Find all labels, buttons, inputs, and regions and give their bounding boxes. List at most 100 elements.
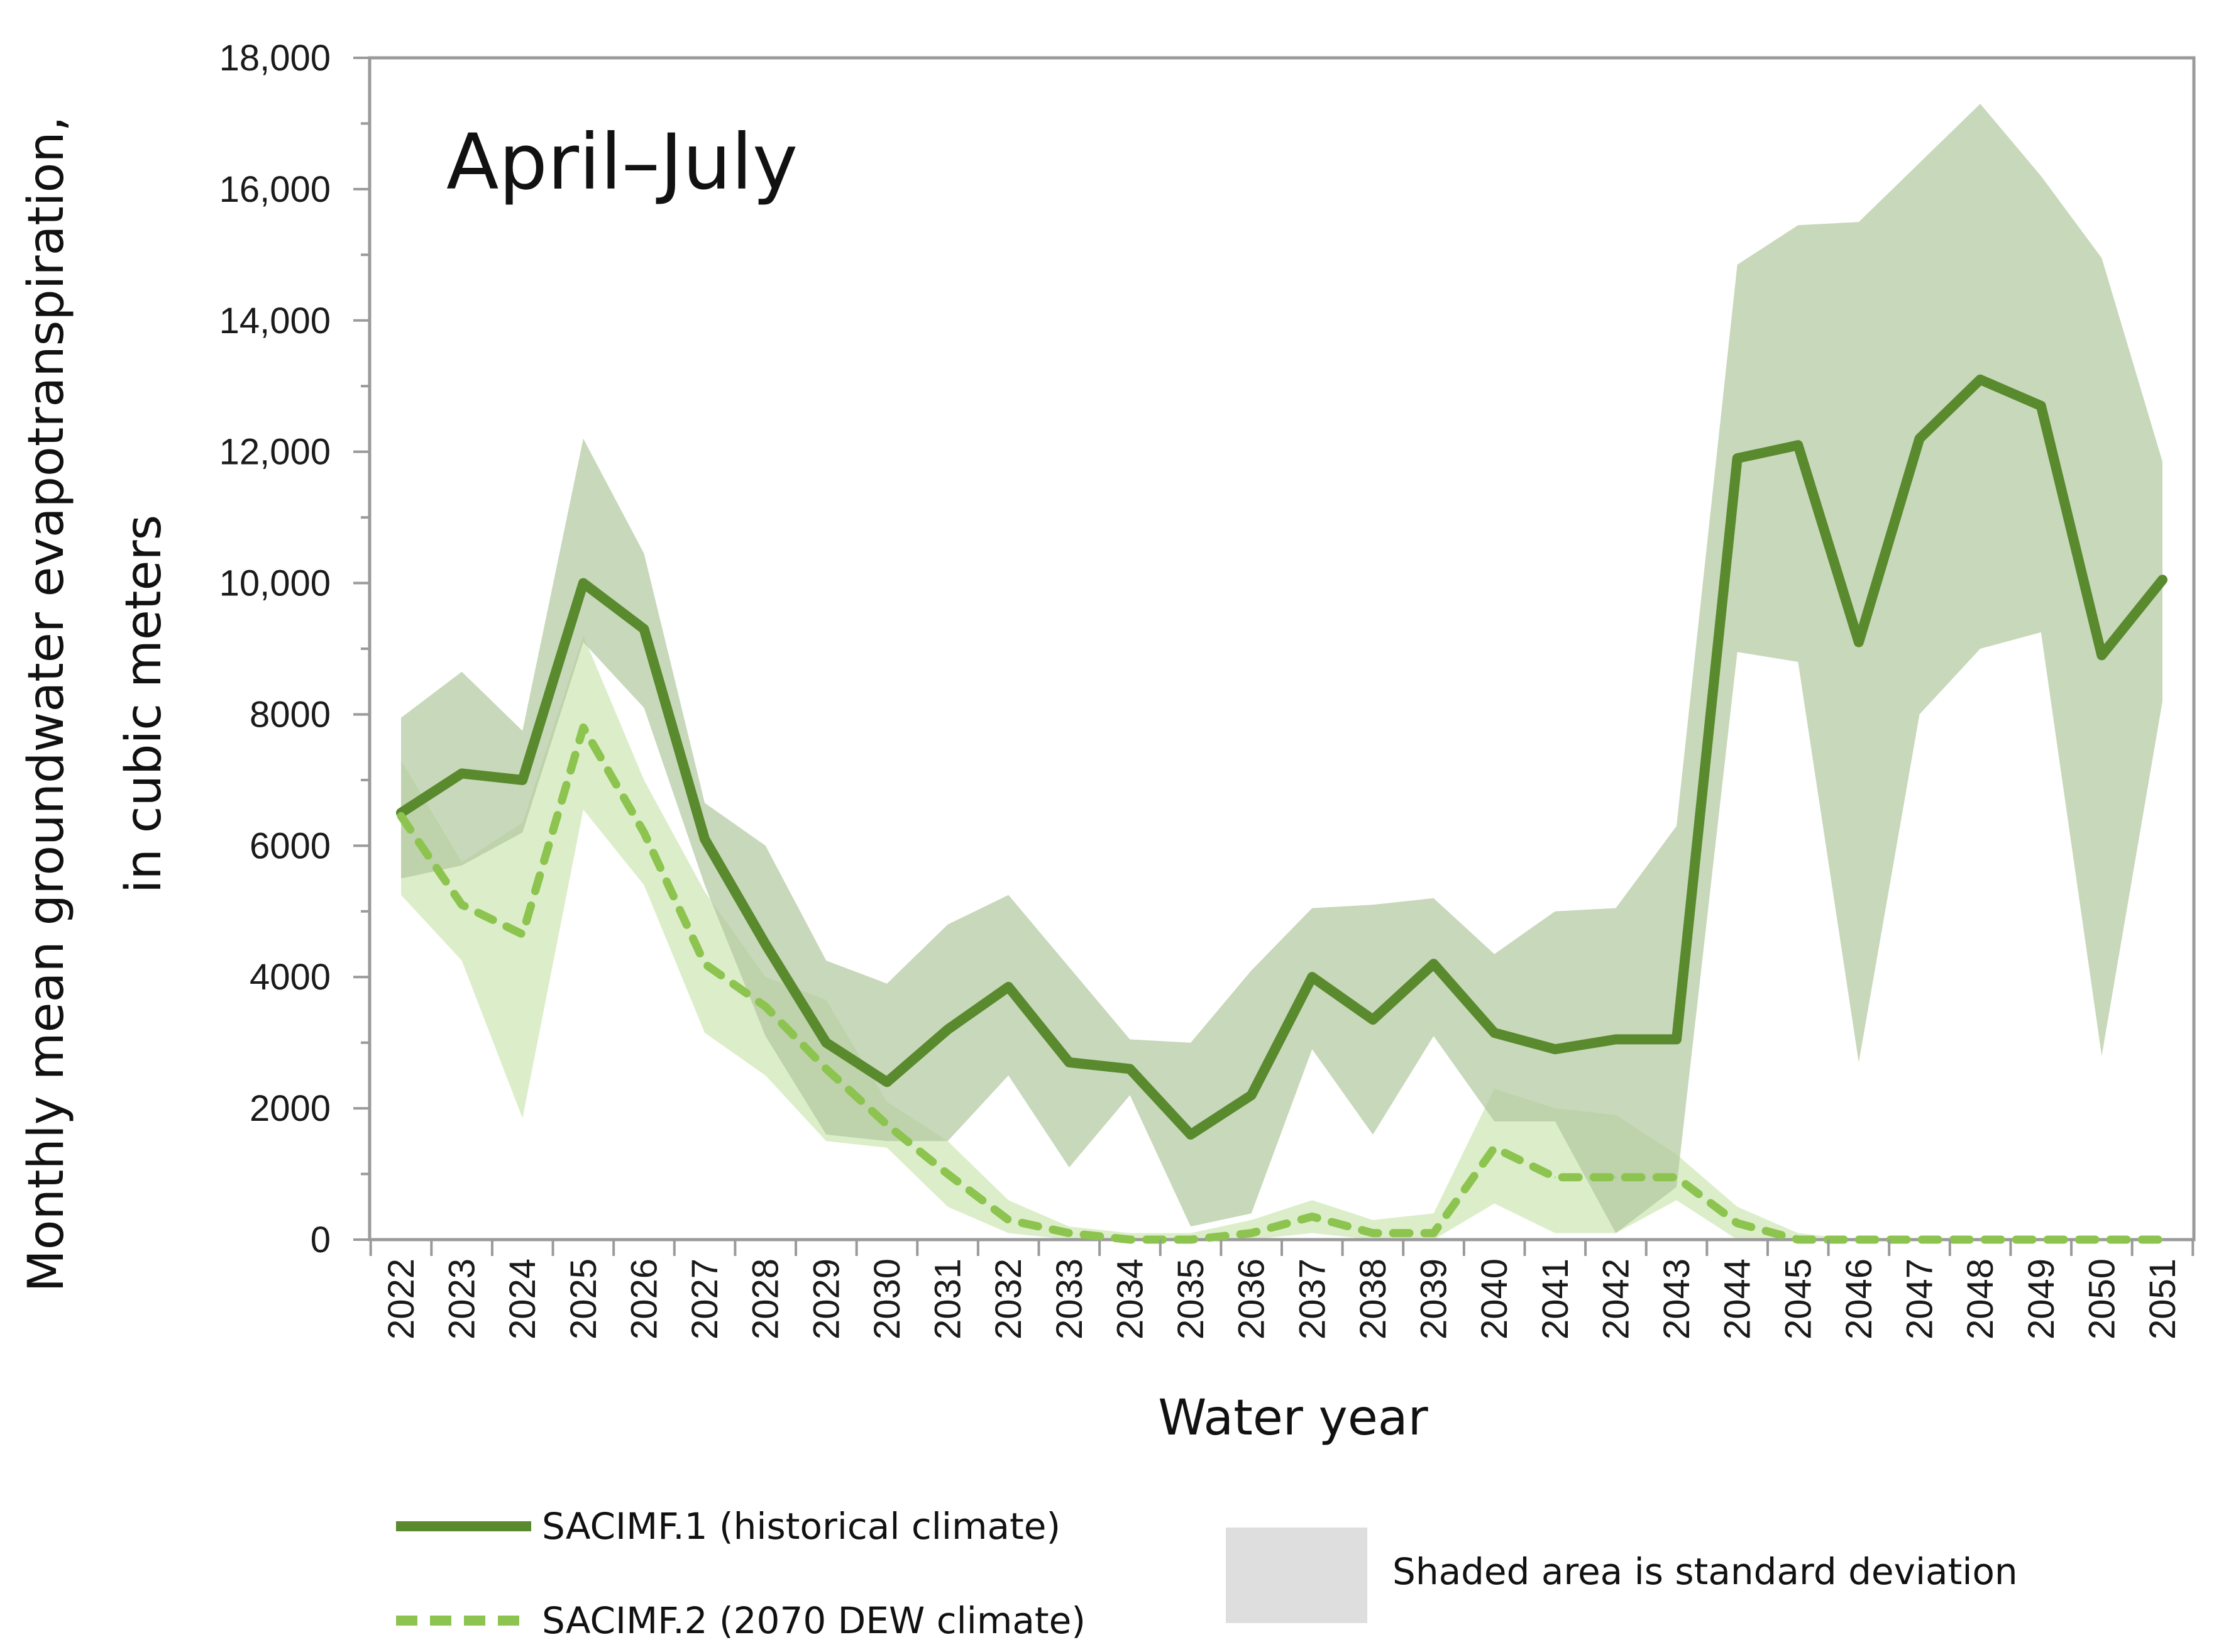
x-tick-label: 2044 (1717, 1258, 1758, 1340)
point-dew (1190, 1239, 1192, 1240)
x-tick-label: 2034 (1110, 1258, 1150, 1340)
x-tick-label: 2036 (1231, 1258, 1272, 1340)
point-historical (704, 838, 706, 840)
y-tick-label: 0 (311, 1220, 331, 1260)
y-tick-label: 8000 (250, 694, 331, 735)
point-historical (1676, 1038, 1678, 1040)
x-tick-label: 2038 (1353, 1258, 1394, 1340)
point-dew (1129, 1239, 1131, 1240)
x-tick-label: 2040 (1474, 1258, 1515, 1340)
legend-label-dew: SACIMF.2 (2070 DEW climate) (542, 1599, 1086, 1642)
y-tick-label: 18,000 (219, 38, 331, 79)
point-historical (1250, 1094, 1252, 1096)
point-historical (1980, 378, 1981, 380)
point-dew (643, 832, 645, 834)
std-dev-band-historical (401, 104, 2162, 1233)
y-tick-label: 10,000 (219, 563, 331, 604)
point-historical (1919, 438, 1920, 439)
y-axis-label-line-2: in cubic meters (116, 515, 172, 893)
point-historical (461, 773, 463, 774)
point-dew (1919, 1239, 1920, 1240)
x-tick-label: 2035 (1170, 1258, 1211, 1340)
point-dew (1311, 1216, 1313, 1218)
x-tick-label: 2043 (1656, 1258, 1697, 1340)
x-tick-label: 2045 (1778, 1258, 1819, 1340)
y-tick-label: 12,000 (219, 432, 331, 473)
x-tick-label: 2046 (1839, 1258, 1880, 1340)
x-tick-label: 2029 (806, 1258, 847, 1340)
point-historical (1311, 976, 1313, 978)
point-historical (1858, 641, 1859, 643)
y-axis-label-line-1: Monthly mean groundwater evapotranspirat… (18, 116, 75, 1292)
point-historical (643, 628, 645, 630)
point-dew (1797, 1239, 1799, 1240)
series-lines (396, 374, 2167, 1244)
x-tick-label: 2026 (624, 1258, 664, 1340)
point-dew (1615, 1176, 1617, 1178)
y-tick-label: 6000 (250, 825, 331, 866)
point-historical (825, 1042, 827, 1044)
point-historical (2162, 579, 2163, 581)
point-dew (1433, 1232, 1435, 1234)
legend: SACIMF.1 (historical climate) SACIMF.2 (… (396, 1505, 2018, 1642)
y-tick-label: 14,000 (219, 300, 331, 341)
point-historical (1554, 1049, 1556, 1050)
point-dew (1068, 1232, 1070, 1234)
x-tick-label: 2023 (442, 1258, 483, 1340)
point-dew (1858, 1239, 1859, 1240)
point-dew (886, 1124, 888, 1126)
legend-shade-swatch (1226, 1528, 1367, 1623)
point-dew (461, 904, 463, 906)
point-historical (1797, 444, 1799, 446)
x-tick-label: 2030 (867, 1258, 908, 1340)
series-line-dew (397, 723, 2167, 1244)
point-historical (1736, 458, 1738, 460)
y-axis-label: Monthly mean groundwater evapotranspirat… (18, 116, 172, 1292)
std-dev-bands (401, 104, 2162, 1240)
point-historical (947, 1028, 949, 1030)
point-dew (522, 933, 524, 935)
point-dew (1372, 1232, 1374, 1234)
x-axis-ticks: 2022 2023 2024 2025 2026 2027 2028 2029 2030 2031… (369, 1240, 2195, 1340)
x-tick-label: 2032 (988, 1258, 1029, 1340)
point-dew (947, 1173, 949, 1175)
point-dew (1008, 1219, 1010, 1221)
point-dew (1554, 1176, 1556, 1178)
x-tick-label: 2050 (2081, 1258, 2122, 1340)
point-dew (1676, 1176, 1678, 1178)
point-dew (2162, 1239, 2163, 1240)
point-dew (1250, 1232, 1252, 1234)
x-tick-label: 2037 (1292, 1258, 1333, 1340)
x-tick-label: 2031 (928, 1258, 969, 1340)
point-dew (1980, 1239, 1981, 1240)
point-historical (1494, 1032, 1495, 1033)
point-historical (1433, 963, 1435, 965)
point-dew (400, 815, 402, 817)
y-tick-label: 16,000 (219, 169, 331, 210)
point-historical (1190, 1133, 1192, 1135)
point-dew (2101, 1239, 2103, 1240)
point-dew (582, 727, 584, 729)
point-dew (825, 1068, 827, 1070)
point-historical (582, 582, 584, 584)
y-tick-label: 2000 (250, 1088, 331, 1129)
x-tick-label: 2024 (502, 1258, 543, 1340)
point-dew (1494, 1147, 1495, 1148)
legend-label-historical: SACIMF.1 (historical climate) (542, 1505, 1060, 1548)
legend-shade-note: Shaded area is standard deviation (1392, 1550, 2018, 1593)
point-dew (2040, 1239, 2042, 1240)
point-dew (1736, 1222, 1738, 1224)
point-dew (704, 963, 706, 965)
x-tick-label: 2027 (685, 1258, 725, 1340)
y-tick-label: 4000 (250, 957, 331, 998)
point-historical (522, 779, 524, 781)
point-historical (886, 1081, 888, 1083)
x-axis-label: Water year (1158, 1390, 1428, 1446)
point-historical (2040, 405, 2042, 407)
point-historical (1372, 1019, 1374, 1021)
x-tick-label: 2041 (1535, 1258, 1576, 1340)
x-tick-label: 2033 (1049, 1258, 1090, 1340)
x-tick-label: 2039 (1414, 1258, 1455, 1340)
series-line-historical (396, 374, 2167, 1140)
